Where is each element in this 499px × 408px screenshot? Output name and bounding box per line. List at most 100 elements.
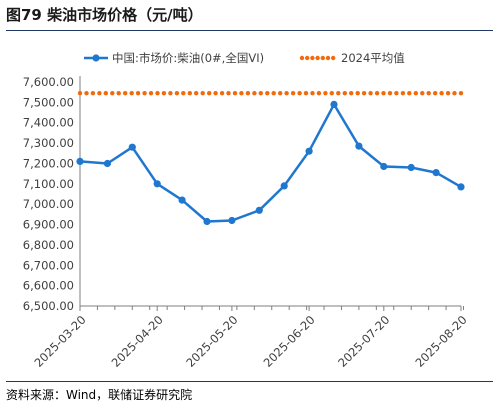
diesel-price-point xyxy=(380,162,388,171)
average-dot xyxy=(142,91,147,96)
average-dot xyxy=(303,91,309,96)
diesel-price-point xyxy=(128,143,136,151)
source-divider xyxy=(6,381,493,382)
average-dot xyxy=(290,91,296,96)
diesel-price-point xyxy=(103,159,111,168)
average-dot xyxy=(400,91,406,96)
diesel-price-point xyxy=(305,147,313,155)
average-dot xyxy=(110,91,115,96)
average-dot xyxy=(342,91,347,96)
average-dot xyxy=(265,91,270,96)
average-dot xyxy=(368,91,373,96)
x-axis: 2025-03-20 2025-04-20 2025-05-20 2025-06-20… xyxy=(31,305,470,370)
average-dot xyxy=(271,91,276,96)
average-dot xyxy=(213,91,218,96)
average-dot xyxy=(284,91,289,96)
average-dot xyxy=(426,91,431,96)
legend-average-dot xyxy=(320,55,325,61)
y-axis: 6,500.00 6,600.00 6,700.00 6,800.00 6,900.00… xyxy=(23,75,81,313)
average-dot xyxy=(349,91,354,96)
average-dot xyxy=(355,91,360,96)
diesel-price-chart: 中国:市场价:柴油(0#,全国VI) 2024平均值 6,500.00 6,600… xyxy=(23,51,470,370)
average-series xyxy=(77,91,464,96)
legend-average-dot xyxy=(315,55,320,61)
x-tick-label: 2025-07-20 xyxy=(335,313,392,370)
average-dot xyxy=(336,91,341,96)
diesel-price-point xyxy=(153,180,161,188)
average-dot xyxy=(90,91,96,96)
average-dot xyxy=(323,91,328,96)
average-dot xyxy=(329,91,334,96)
average-dot xyxy=(394,91,399,96)
average-dot xyxy=(123,91,128,96)
legend: 中国:市场价:柴油(0#,全国VI) 2024平均值 xyxy=(84,51,405,65)
average-dot xyxy=(194,91,199,96)
average-dot xyxy=(374,91,380,96)
average-dot xyxy=(84,91,89,96)
legend-average-dot xyxy=(305,55,310,61)
diesel-price-point xyxy=(76,157,84,165)
average-dot xyxy=(161,91,167,96)
y-tick-label: 6,800.00 xyxy=(23,238,74,252)
average-dot xyxy=(155,91,160,96)
average-dot xyxy=(407,91,412,96)
average-dot xyxy=(420,91,425,96)
average-dot xyxy=(316,91,322,96)
y-tick-label: 7,600.00 xyxy=(23,75,74,89)
average-dot xyxy=(361,91,367,96)
diesel-price-line xyxy=(79,103,462,223)
average-dot xyxy=(245,91,251,96)
y-tick-label: 7,000.00 xyxy=(23,197,74,211)
diesel-price-point xyxy=(203,217,211,226)
average-dot xyxy=(232,91,238,96)
x-tick-label: 2025-06-20 xyxy=(261,313,318,370)
average-dot xyxy=(103,91,109,96)
average-dot xyxy=(278,91,283,96)
legend-average-dot xyxy=(331,55,336,61)
legend-series-marker xyxy=(92,54,100,62)
source-note: 资料来源：Wind，联储证券研究院 xyxy=(6,388,193,402)
average-dot xyxy=(181,91,186,96)
y-tick-label: 7,500.00 xyxy=(23,95,74,109)
legend-label-diesel-price: 中国:市场价:柴油(0#,全国VI) xyxy=(112,51,264,65)
diesel-price-point xyxy=(407,163,415,172)
average-dot xyxy=(148,91,154,96)
legend-average-dot xyxy=(310,55,315,61)
average-dot xyxy=(387,91,393,96)
legend-average-dot xyxy=(325,55,331,61)
y-tick-label: 6,900.00 xyxy=(23,218,74,232)
average-dot xyxy=(252,91,257,96)
x-tick-label: 2025-03-20 xyxy=(31,313,88,370)
diesel-price-point xyxy=(178,196,186,204)
average-dot xyxy=(226,91,231,96)
legend-label-2024-average: 2024平均值 xyxy=(341,51,405,65)
average-dot xyxy=(381,91,386,96)
diesel-price-point xyxy=(255,206,263,214)
diesel-price-series xyxy=(76,100,465,226)
average-dot xyxy=(129,91,134,96)
y-tick-label: 6,700.00 xyxy=(23,258,74,272)
average-dot xyxy=(297,91,302,96)
average-dot xyxy=(135,91,141,96)
title-divider xyxy=(6,30,493,31)
average-dot xyxy=(239,91,244,96)
diesel-price-point xyxy=(330,100,338,108)
average-dot xyxy=(458,91,464,96)
legend-average-dot xyxy=(299,55,305,61)
diesel-price-point xyxy=(280,182,288,190)
average-dot xyxy=(413,91,418,96)
y-tick-label: 6,500.00 xyxy=(23,299,74,313)
average-dot xyxy=(200,91,205,96)
average-dot xyxy=(187,91,192,96)
average-dot xyxy=(207,91,212,96)
legend-average-dots-swatch xyxy=(299,55,336,61)
average-dot xyxy=(258,91,263,96)
average-dot xyxy=(116,91,121,96)
average-dot xyxy=(310,91,315,96)
diesel-price-point xyxy=(355,142,363,150)
diesel-price-point xyxy=(228,216,236,225)
average-dot xyxy=(452,91,457,96)
average-dot xyxy=(219,91,225,96)
average-dot xyxy=(445,91,451,96)
y-tick-label: 7,100.00 xyxy=(23,177,74,191)
